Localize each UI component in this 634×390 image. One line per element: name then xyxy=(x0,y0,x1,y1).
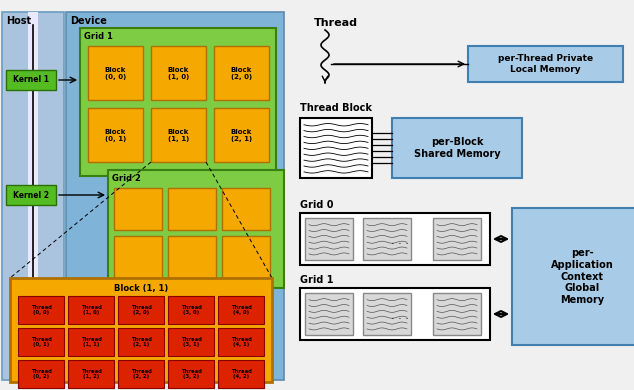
Bar xyxy=(392,118,522,178)
Text: Thread
(2, 2): Thread (2, 2) xyxy=(131,369,152,379)
Bar xyxy=(168,236,216,278)
Bar xyxy=(433,293,481,335)
Text: Thread
(3, 1): Thread (3, 1) xyxy=(181,337,202,347)
Bar xyxy=(218,296,264,324)
Bar xyxy=(114,188,162,230)
Text: Block
(1, 0): Block (1, 0) xyxy=(168,67,189,80)
Text: Block
(1, 1): Block (1, 1) xyxy=(168,128,189,142)
Text: Block
(2, 1): Block (2, 1) xyxy=(231,128,252,142)
Text: Thread
(1, 1): Thread (1, 1) xyxy=(81,337,101,347)
Text: Kernel 1: Kernel 1 xyxy=(13,76,49,85)
Bar xyxy=(6,185,56,205)
Text: Block
(2, 0): Block (2, 0) xyxy=(231,67,252,80)
Text: . . .: . . . xyxy=(391,236,409,246)
Text: Grid 0: Grid 0 xyxy=(300,200,333,210)
Bar xyxy=(363,218,411,260)
Bar xyxy=(214,108,269,162)
Text: Thread
(3, 0): Thread (3, 0) xyxy=(181,305,202,316)
Bar xyxy=(300,118,372,178)
Bar xyxy=(118,296,164,324)
Text: Thread
(2, 0): Thread (2, 0) xyxy=(131,305,152,316)
Text: Thread
(0, 0): Thread (0, 0) xyxy=(30,305,51,316)
Bar xyxy=(6,70,56,90)
Bar xyxy=(18,360,64,388)
Bar xyxy=(2,12,64,380)
Text: Thread Block: Thread Block xyxy=(300,103,372,113)
Bar xyxy=(168,360,214,388)
Text: Thread
(4, 0): Thread (4, 0) xyxy=(231,305,252,316)
Text: Grid 2: Grid 2 xyxy=(112,174,141,183)
Bar xyxy=(214,46,269,100)
Bar xyxy=(168,328,214,356)
Bar xyxy=(218,360,264,388)
Text: Block (1, 1): Block (1, 1) xyxy=(114,284,168,293)
Bar xyxy=(512,208,634,345)
Text: Thread: Thread xyxy=(314,18,358,28)
Bar xyxy=(433,218,481,260)
Bar xyxy=(222,188,270,230)
Bar xyxy=(168,188,216,230)
Text: Grid 1: Grid 1 xyxy=(300,275,333,285)
Bar xyxy=(151,108,206,162)
Bar xyxy=(300,213,490,265)
Text: Kernel 2: Kernel 2 xyxy=(13,190,49,200)
Text: Thread
(3, 2): Thread (3, 2) xyxy=(181,369,202,379)
Text: per-
Application
Context
Global
Memory: per- Application Context Global Memory xyxy=(550,248,613,305)
Bar xyxy=(88,108,143,162)
Text: Thread
(0, 2): Thread (0, 2) xyxy=(30,369,51,379)
Bar xyxy=(363,293,411,335)
Text: Thread
(2, 1): Thread (2, 1) xyxy=(131,337,152,347)
Text: Thread
(1, 0): Thread (1, 0) xyxy=(81,305,101,316)
Bar xyxy=(18,328,64,356)
Bar xyxy=(28,12,38,380)
Bar xyxy=(468,46,623,82)
Bar xyxy=(151,46,206,100)
Bar xyxy=(218,328,264,356)
Bar xyxy=(168,296,214,324)
Text: Grid 1: Grid 1 xyxy=(84,32,113,41)
Text: Block
(0, 0): Block (0, 0) xyxy=(105,67,126,80)
Bar xyxy=(305,218,353,260)
Bar xyxy=(68,328,114,356)
Bar xyxy=(80,28,276,176)
Text: Block
(0, 1): Block (0, 1) xyxy=(105,128,126,142)
Text: Thread
(4, 1): Thread (4, 1) xyxy=(231,337,252,347)
Text: . . .: . . . xyxy=(391,311,409,321)
Text: Host: Host xyxy=(6,16,31,26)
Bar xyxy=(300,288,490,340)
Text: Device: Device xyxy=(70,16,107,26)
Bar xyxy=(108,170,284,288)
Text: per-Block
Shared Memory: per-Block Shared Memory xyxy=(414,137,500,159)
Bar xyxy=(114,236,162,278)
Bar xyxy=(88,46,143,100)
Bar xyxy=(18,296,64,324)
Bar xyxy=(68,296,114,324)
Text: Thread
(1, 2): Thread (1, 2) xyxy=(81,369,101,379)
Bar xyxy=(118,360,164,388)
Bar xyxy=(305,293,353,335)
Text: Thread
(4, 2): Thread (4, 2) xyxy=(231,369,252,379)
Text: per-Thread Private
Local Memory: per-Thread Private Local Memory xyxy=(498,54,593,74)
Bar xyxy=(68,360,114,388)
Bar xyxy=(118,328,164,356)
Bar xyxy=(222,236,270,278)
Bar xyxy=(66,12,284,380)
Bar xyxy=(10,278,272,382)
Text: Thread
(0, 1): Thread (0, 1) xyxy=(30,337,51,347)
